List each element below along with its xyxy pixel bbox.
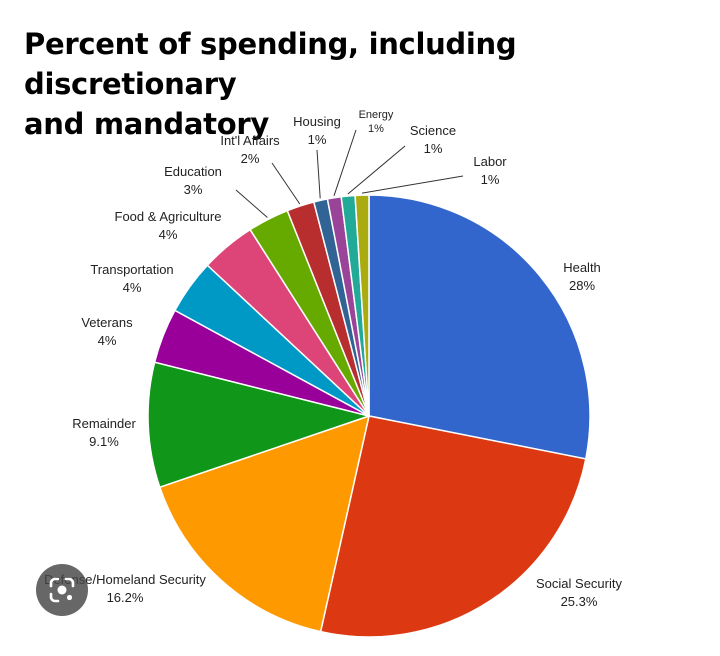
google-lens-icon xyxy=(49,577,75,603)
slice-label-food-agriculture: Food & Agriculture xyxy=(115,209,222,224)
pie-slice-remainder xyxy=(147,361,372,489)
slice-value-social-security: 25.3% xyxy=(561,594,598,609)
slice-value-health: 28% xyxy=(569,278,595,293)
slice-label-int-l-affairs: Int'l Affairs xyxy=(220,133,280,148)
leader-lines xyxy=(235,129,464,218)
slice-value-veterans: 4% xyxy=(98,333,117,348)
chart-title-line-2: and mandatory xyxy=(24,107,269,141)
slice-label-veterans: Veterans xyxy=(81,315,133,330)
slice-label-science: Science xyxy=(410,123,456,138)
slice-value-education: 3% xyxy=(184,182,203,197)
leader-line-labor xyxy=(361,175,464,194)
leader-line-int-l-affairs xyxy=(271,162,301,205)
slice-value-food-agriculture: 4% xyxy=(159,227,178,242)
pie-slice-labor xyxy=(354,194,370,417)
slice-label-labor: Labor xyxy=(473,154,507,169)
slice-value-housing: 1% xyxy=(308,132,327,147)
slice-value-defense-homeland-security: 16.2% xyxy=(107,590,144,605)
slice-value-science: 1% xyxy=(424,141,443,156)
leader-line-education xyxy=(235,189,268,218)
slice-label-transportation: Transportation xyxy=(90,262,173,277)
slice-value-energy: 1% xyxy=(368,123,384,135)
pie-slice-health xyxy=(368,194,591,460)
slice-value-transportation: 4% xyxy=(123,280,142,295)
slice-label-housing: Housing xyxy=(293,114,341,129)
slice-label-remainder: Remainder xyxy=(72,416,136,431)
google-lens-button[interactable] xyxy=(36,564,88,616)
leader-line-housing xyxy=(316,149,321,199)
chart-title: Percent of spending, including discretio… xyxy=(24,24,704,144)
slice-label-health: Health xyxy=(563,260,601,275)
slice-label-energy: Energy xyxy=(359,109,394,121)
leader-line-energy xyxy=(333,129,357,196)
slice-value-labor: 1% xyxy=(481,172,500,187)
pie-slices xyxy=(147,194,591,638)
pie-slice-social-security xyxy=(319,415,587,638)
slice-label-social-security: Social Security xyxy=(536,576,622,591)
slice-value-remainder: 9.1% xyxy=(89,434,119,449)
chart-title-line-1: Percent of spending, including discretio… xyxy=(24,27,517,101)
slice-label-education: Education xyxy=(164,164,222,179)
slice-value-int-l-affairs: 2% xyxy=(241,151,260,166)
leader-line-science xyxy=(347,145,406,195)
